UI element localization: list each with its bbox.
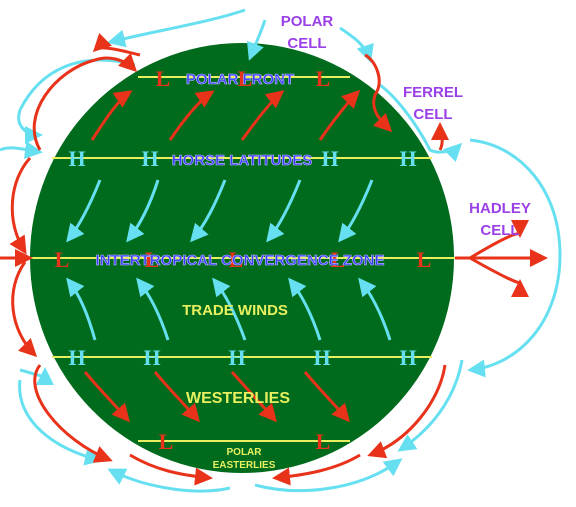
low-pressure-symbol: L — [156, 66, 171, 91]
high-pressure-symbol: H — [68, 345, 85, 370]
polar-cell-label-line1: POLAR — [281, 13, 334, 30]
ferrel-cell-label-line1: FERREL — [403, 84, 463, 101]
ferrel-cell-label-line2: CELL — [413, 106, 452, 123]
low-pressure-symbol: L — [238, 66, 253, 91]
high-pressure-symbol: H — [313, 345, 330, 370]
trade-winds-label: TRADE WINDS — [182, 302, 288, 319]
polar-front-label: POLAR FRONT — [186, 71, 294, 88]
low-pressure-symbol: L — [331, 247, 346, 272]
hadley-cell-label-line1: HADLEY — [469, 200, 531, 217]
high-pressure-symbol: H — [68, 146, 85, 171]
high-pressure-symbol: H — [141, 146, 158, 171]
latitude-lines — [30, 76, 455, 442]
hadley-cell-label-line2: CELL — [480, 222, 519, 239]
low-pressure-symbol: L — [55, 247, 70, 272]
polar-easterlies-label-line1: POLAR — [227, 447, 263, 458]
high-pressure-symbol: H — [399, 146, 416, 171]
polar-cell-label-line2: CELL — [287, 35, 326, 52]
surface-warm-winds — [83, 89, 361, 423]
itcz-label: INTERTROPICAL CONVERGENCE ZONE — [96, 252, 385, 269]
low-pressure-symbol: L — [316, 429, 331, 454]
low-pressure-symbol: L — [145, 247, 160, 272]
outer-cold-return-flows — [0, 8, 562, 493]
high-pressure-symbol: H — [399, 345, 416, 370]
high-pressure-symbol: H — [228, 345, 245, 370]
low-pressure-symbol: L — [229, 247, 244, 272]
outer-warm-flows — [0, 33, 548, 486]
westerlies-label: WESTERLIES — [186, 390, 290, 407]
pressure-symbols: L L L H H H H L L L L L H H H H H L L — [55, 66, 432, 454]
low-pressure-symbol: L — [159, 429, 174, 454]
high-pressure-symbol: H — [321, 146, 338, 171]
low-pressure-symbol: L — [316, 66, 331, 91]
surface-cold-winds — [66, 179, 392, 341]
low-pressure-symbol: L — [417, 247, 432, 272]
polar-easterlies-label-line2: EASTERLIES — [213, 460, 276, 471]
horse-latitudes-label: HORSE LATITUDES — [172, 152, 313, 169]
high-pressure-symbol: H — [143, 345, 160, 370]
